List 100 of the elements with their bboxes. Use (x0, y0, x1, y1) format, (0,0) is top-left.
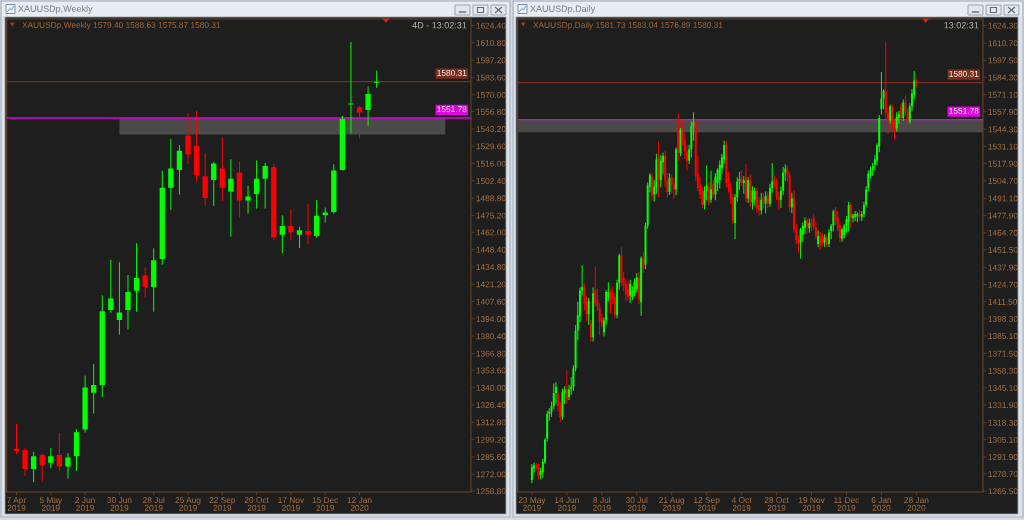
candlestick (168, 138, 174, 210)
y-tick-label: 1543.20 (476, 126, 506, 132)
y-tick-label: 1462.00 (476, 229, 506, 236)
y-tick-label: 1557.90 (988, 108, 1018, 115)
y-tick-label: 1502.40 (476, 178, 506, 184)
x-tick-label: 30 Jun 2019 (107, 497, 132, 511)
candlestick (202, 152, 208, 205)
y-tick-label: 1305.10 (988, 436, 1018, 443)
chart-title: XAUUSDp,Weekly (18, 5, 93, 14)
x-tick-label: 12 Jan 2020 (347, 497, 372, 511)
x-tick-label: 21 Aug 2019 (659, 497, 685, 511)
candlestick (91, 364, 97, 414)
candlestick (365, 86, 371, 126)
y-tick-label: 1583.60 (476, 74, 506, 81)
candlestick (133, 243, 140, 312)
x-tick-label: 20 Oct 2019 (244, 497, 269, 511)
y-tick-label: 1331.90 (988, 402, 1018, 409)
y-tick-label: 1407.60 (476, 298, 506, 305)
y-tick-label: 1394.00 (476, 316, 506, 322)
y-tick-label: 1477.90 (988, 212, 1018, 219)
candlestick (65, 453, 71, 479)
candlestick (849, 203, 852, 228)
candlestick (296, 226, 303, 249)
y-tick-label: 1491.10 (988, 195, 1018, 202)
y-tick-label: 1353.60 (476, 367, 506, 374)
y-tick-label: 1318.30 (988, 419, 1018, 426)
y-tick-label: 1434.80 (476, 264, 506, 270)
candlestick (245, 185, 251, 214)
candlestick (219, 137, 225, 201)
x-tick-label: 5 May 2019 (39, 497, 63, 511)
x-tick-label: 28 Jan 2020 (904, 497, 929, 511)
candlestick (305, 203, 311, 245)
x-tick-label: 17 Nov 2019 (278, 497, 305, 511)
x-tick-label: 15 Dec 2019 (312, 497, 339, 511)
y-tick-label: 1529.60 (476, 143, 506, 150)
y-tick-label: 1610.80 (476, 40, 506, 46)
x-tick-label: 30 Jul 2019 (625, 496, 648, 511)
x-tick-label: 25 Aug 2019 (175, 497, 201, 511)
candlestick (672, 178, 675, 199)
y-tick-label: 1488.80 (476, 195, 506, 202)
candlestick (915, 78, 918, 88)
y-tick-label: 1265.50 (988, 488, 1018, 495)
candlestick (852, 213, 855, 223)
ref-line-label: 1551.78 (437, 106, 467, 113)
y-tick-label: 1610.70 (988, 40, 1018, 47)
candlestick (39, 453, 45, 483)
y-tick-label: 1584.30 (988, 74, 1018, 81)
candlestick (530, 463, 533, 484)
y-tick-label: 1345.10 (988, 385, 1018, 391)
y-tick-label: 1448.40 (476, 246, 506, 253)
ref-line-label: 1580.31 (437, 69, 467, 76)
x-tick-label: 4 Oct 2019 (731, 497, 752, 511)
chart-title: XAUUSDp,Daily (530, 5, 596, 14)
y-tick-label: 1312.80 (476, 419, 506, 426)
candlestick (108, 259, 114, 313)
x-tick-label: 14 Jun 2019 (554, 497, 579, 511)
y-tick-label: 1366.80 (476, 350, 506, 357)
y-tick-label: 1291.90 (988, 454, 1018, 460)
y-tick-label: 1571.10 (988, 91, 1018, 98)
y-tick-label: 1398.30 (988, 315, 1018, 322)
x-tick-label: 22 Sep 2019 (209, 497, 236, 511)
candlestick (125, 275, 131, 330)
candlestick (880, 72, 883, 115)
candlestick (635, 273, 638, 293)
candlestick (313, 199, 320, 238)
y-tick-label: 1299.20 (476, 436, 506, 443)
y-tick-label: 1597.50 (988, 57, 1018, 64)
x-tick-label: 8 Jul 2019 (592, 496, 611, 511)
candlestick (142, 267, 148, 298)
y-tick-label: 1570.00 (476, 91, 506, 98)
y-tick-label: 1272.00 (476, 471, 506, 478)
y-tick-label: 1464.70 (988, 229, 1018, 236)
ref-line-label: 1551.78 (949, 107, 979, 114)
y-tick-label: 1278.70 (988, 471, 1018, 478)
y-tick-label: 1340.00 (476, 384, 506, 391)
y-tick-label: 1411.50 (988, 298, 1018, 305)
y-tick-label: 1624.40 (476, 22, 506, 29)
candlestick (211, 161, 217, 207)
y-tick-label: 1437.90 (988, 264, 1018, 271)
candlestick (185, 113, 191, 165)
candlestick (176, 145, 183, 195)
x-tick-label: 23 May 2019 (518, 497, 546, 511)
candlestick (288, 210, 294, 241)
x-tick-label: 28 Jul 2019 (143, 496, 165, 511)
ref-line-label: 1580.31 (949, 70, 979, 77)
x-tick-label: 7 Apr 2019 (7, 497, 27, 511)
y-tick-label: 1385.10 (988, 333, 1018, 339)
candlestick (749, 174, 752, 207)
candlestick (116, 262, 123, 335)
candlestick (56, 432, 63, 471)
y-tick-label: 1475.20 (476, 212, 506, 219)
annotation: 4D - 13:02:31 (412, 22, 467, 29)
x-tick-label: 11 Dec 2019 (834, 497, 860, 511)
y-tick-label: 1544.30 (988, 126, 1018, 133)
x-tick-label: 19 Nov 2019 (798, 497, 825, 511)
x-tick-label: 28 Oct 2019 (764, 497, 789, 511)
y-tick-label: 1421.20 (476, 281, 506, 288)
candlestick (48, 448, 54, 469)
x-tick-label: 6 Jan 2020 (871, 497, 892, 511)
x-tick-label: 2 Jun 2019 (75, 497, 95, 511)
